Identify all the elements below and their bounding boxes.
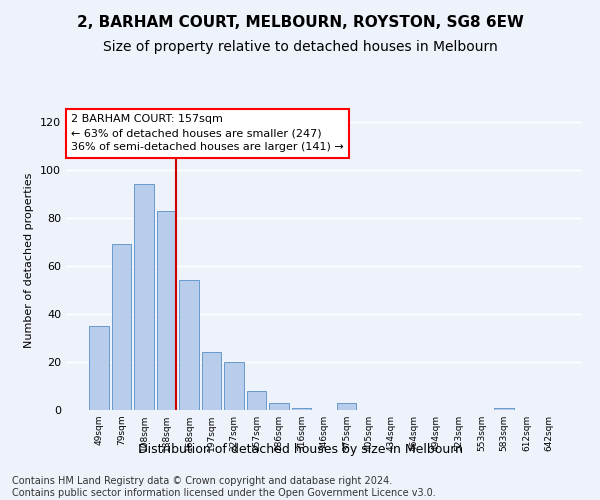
Bar xyxy=(134,184,154,410)
Bar xyxy=(179,280,199,410)
Bar xyxy=(337,403,356,410)
Y-axis label: Number of detached properties: Number of detached properties xyxy=(25,172,34,348)
Bar xyxy=(112,244,131,410)
Bar xyxy=(247,391,266,410)
Text: Distribution of detached houses by size in Melbourn: Distribution of detached houses by size … xyxy=(137,442,463,456)
Bar xyxy=(494,408,514,410)
Bar xyxy=(292,408,311,410)
Bar xyxy=(157,211,176,410)
Bar xyxy=(202,352,221,410)
Text: Contains HM Land Registry data © Crown copyright and database right 2024.
Contai: Contains HM Land Registry data © Crown c… xyxy=(12,476,436,498)
Bar xyxy=(224,362,244,410)
Text: Size of property relative to detached houses in Melbourn: Size of property relative to detached ho… xyxy=(103,40,497,54)
Bar xyxy=(89,326,109,410)
Text: 2 BARHAM COURT: 157sqm
← 63% of detached houses are smaller (247)
36% of semi-de: 2 BARHAM COURT: 157sqm ← 63% of detached… xyxy=(71,114,344,152)
Bar xyxy=(269,403,289,410)
Text: 2, BARHAM COURT, MELBOURN, ROYSTON, SG8 6EW: 2, BARHAM COURT, MELBOURN, ROYSTON, SG8 … xyxy=(77,15,523,30)
